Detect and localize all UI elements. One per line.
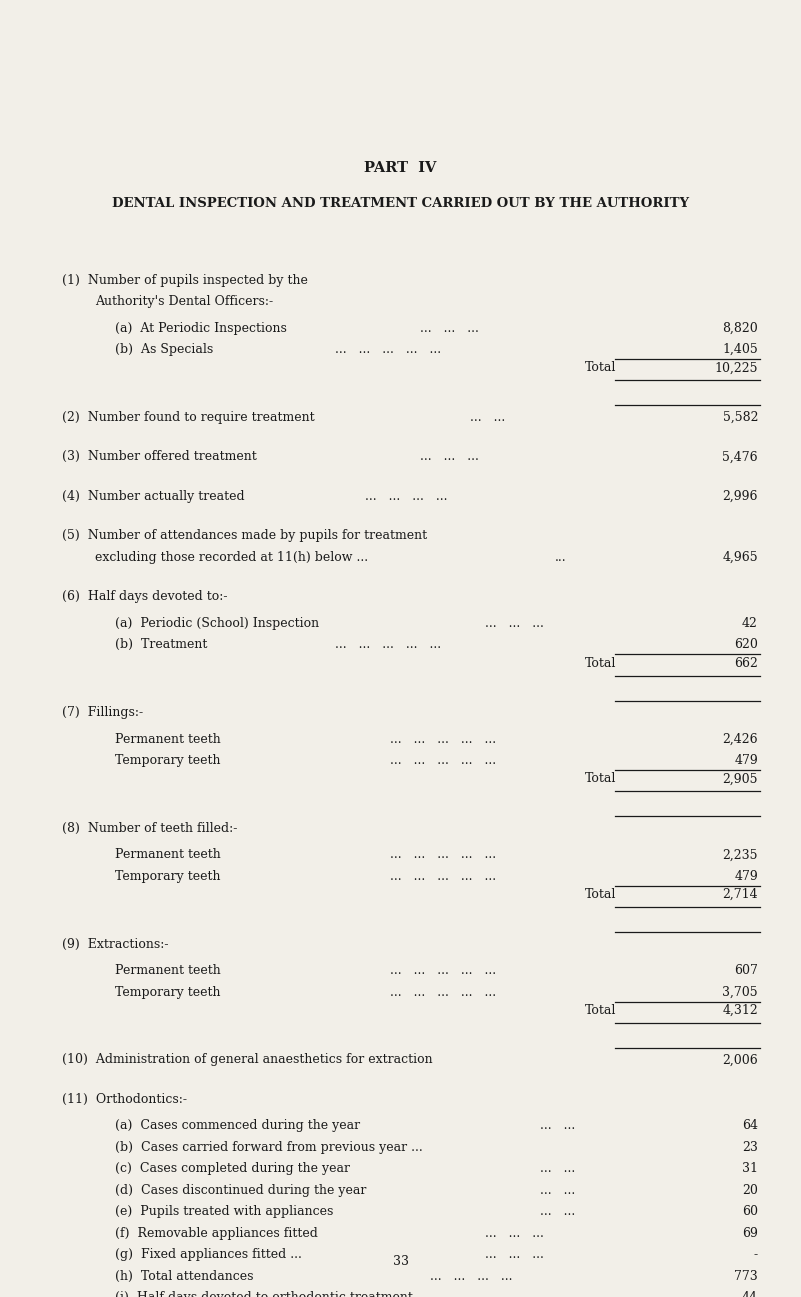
Text: 69: 69 xyxy=(742,1227,758,1240)
Text: 2,996: 2,996 xyxy=(723,490,758,503)
Text: 479: 479 xyxy=(735,870,758,883)
Text: ...   ...   ...   ...: ... ... ... ... xyxy=(365,490,448,503)
Text: (h)  Total attendances: (h) Total attendances xyxy=(115,1270,253,1283)
Text: ...   ...   ...   ...   ...: ... ... ... ... ... xyxy=(390,733,496,746)
Text: 2,426: 2,426 xyxy=(723,733,758,746)
Text: Authority's Dental Officers:-: Authority's Dental Officers:- xyxy=(95,294,273,307)
Text: 2,905: 2,905 xyxy=(723,772,758,785)
Text: (1)  Number of pupils inspected by the: (1) Number of pupils inspected by the xyxy=(62,274,308,287)
Text: Total: Total xyxy=(585,1004,617,1017)
Text: Permanent teeth: Permanent teeth xyxy=(115,733,221,746)
Text: (7)  Fillings:-: (7) Fillings:- xyxy=(62,706,143,719)
Text: (5)  Number of attendances made by pupils for treatment: (5) Number of attendances made by pupils… xyxy=(62,529,427,542)
Text: Total: Total xyxy=(585,772,617,785)
Text: Temporary teeth: Temporary teeth xyxy=(115,870,220,883)
Text: Permanent teeth: Permanent teeth xyxy=(115,848,221,861)
Text: 479: 479 xyxy=(735,754,758,767)
Text: (d)  Cases discontinued during the year: (d) Cases discontinued during the year xyxy=(115,1184,366,1197)
Text: 4,312: 4,312 xyxy=(723,1004,758,1017)
Text: (8)  Number of teeth filled:-: (8) Number of teeth filled:- xyxy=(62,822,237,835)
Text: (b)  Cases carried forward from previous year ...: (b) Cases carried forward from previous … xyxy=(115,1141,423,1154)
Text: 60: 60 xyxy=(742,1205,758,1218)
Text: (11)  Orthodontics:-: (11) Orthodontics:- xyxy=(62,1093,187,1106)
Text: ...   ...: ... ... xyxy=(540,1205,575,1218)
Text: ...   ...   ...   ...   ...: ... ... ... ... ... xyxy=(390,964,496,977)
Text: ...   ...   ...: ... ... ... xyxy=(485,1227,544,1240)
Text: ...   ...   ...   ...   ...: ... ... ... ... ... xyxy=(390,754,496,767)
Text: (g)  Fixed appliances fitted ...: (g) Fixed appliances fitted ... xyxy=(115,1249,302,1262)
Text: 3,705: 3,705 xyxy=(723,986,758,999)
Text: Temporary teeth: Temporary teeth xyxy=(115,754,220,767)
Text: ...   ...   ...   ...   ...: ... ... ... ... ... xyxy=(335,342,441,355)
Text: 8,820: 8,820 xyxy=(723,322,758,335)
Text: 620: 620 xyxy=(735,638,758,651)
Text: 2,235: 2,235 xyxy=(723,848,758,861)
Text: -: - xyxy=(754,1249,758,1262)
Text: 662: 662 xyxy=(735,656,758,669)
Text: (3)  Number offered treatment: (3) Number offered treatment xyxy=(62,450,257,463)
Text: ...   ...   ...   ...   ...: ... ... ... ... ... xyxy=(390,986,496,999)
Text: ...   ...: ... ... xyxy=(540,1162,575,1175)
Text: 23: 23 xyxy=(742,1141,758,1154)
Text: Total: Total xyxy=(585,362,617,375)
Text: 42: 42 xyxy=(742,617,758,630)
Text: Total: Total xyxy=(585,656,617,669)
Text: 31: 31 xyxy=(742,1162,758,1175)
Text: PART  IV: PART IV xyxy=(364,161,437,175)
Text: (b)  As Specials: (b) As Specials xyxy=(115,342,213,355)
Text: ...   ...   ...: ... ... ... xyxy=(420,322,479,335)
Text: (i)  Half days devoted to orthodontic treatment ...: (i) Half days devoted to orthodontic tre… xyxy=(115,1292,429,1297)
Text: (e)  Pupils treated with appliances: (e) Pupils treated with appliances xyxy=(115,1205,333,1218)
Text: (10)  Administration of general anaesthetics for extraction: (10) Administration of general anaesthet… xyxy=(62,1053,433,1066)
Text: ...   ...   ...: ... ... ... xyxy=(485,1249,544,1262)
Text: ...   ...   ...   ...   ...: ... ... ... ... ... xyxy=(390,848,496,861)
Text: (4)  Number actually treated: (4) Number actually treated xyxy=(62,490,244,503)
Text: Permanent teeth: Permanent teeth xyxy=(115,964,221,977)
Text: 1,405: 1,405 xyxy=(723,342,758,355)
Text: (9)  Extractions:-: (9) Extractions:- xyxy=(62,938,168,951)
Text: (b)  Treatment: (b) Treatment xyxy=(115,638,207,651)
Text: 5,476: 5,476 xyxy=(723,450,758,463)
Text: ...   ...: ... ... xyxy=(540,1119,575,1132)
Text: ...: ... xyxy=(555,551,566,564)
Text: (6)  Half days devoted to:-: (6) Half days devoted to:- xyxy=(62,590,227,603)
Text: ...   ...   ...   ...: ... ... ... ... xyxy=(430,1270,513,1283)
Text: 5,582: 5,582 xyxy=(723,411,758,424)
Text: DENTAL INSPECTION AND TREATMENT CARRIED OUT BY THE AUTHORITY: DENTAL INSPECTION AND TREATMENT CARRIED … xyxy=(112,197,689,210)
Text: (a)  At Periodic Inspections: (a) At Periodic Inspections xyxy=(115,322,287,335)
Text: 44: 44 xyxy=(742,1292,758,1297)
Text: ...   ...   ...   ...   ...: ... ... ... ... ... xyxy=(390,870,496,883)
Text: 33: 33 xyxy=(392,1255,409,1268)
Text: 4,965: 4,965 xyxy=(723,551,758,564)
Text: 64: 64 xyxy=(742,1119,758,1132)
Text: 2,006: 2,006 xyxy=(723,1053,758,1066)
Text: ...   ...   ...   ...   ...: ... ... ... ... ... xyxy=(335,638,441,651)
Text: 20: 20 xyxy=(742,1184,758,1197)
Text: (a)  Periodic (School) Inspection: (a) Periodic (School) Inspection xyxy=(115,617,319,630)
Text: (f)  Removable appliances fitted: (f) Removable appliances fitted xyxy=(115,1227,318,1240)
Text: 607: 607 xyxy=(735,964,758,977)
Text: 2,714: 2,714 xyxy=(723,888,758,901)
Text: (a)  Cases commenced during the year: (a) Cases commenced during the year xyxy=(115,1119,360,1132)
Text: 773: 773 xyxy=(735,1270,758,1283)
Text: ...   ...: ... ... xyxy=(470,411,505,424)
Text: ...   ...   ...: ... ... ... xyxy=(485,617,544,630)
Text: 10,225: 10,225 xyxy=(714,362,758,375)
Text: Temporary teeth: Temporary teeth xyxy=(115,986,220,999)
Text: (2)  Number found to require treatment: (2) Number found to require treatment xyxy=(62,411,315,424)
Text: excluding those recorded at 11(h) below ...: excluding those recorded at 11(h) below … xyxy=(95,551,368,564)
Text: ...   ...: ... ... xyxy=(540,1184,575,1197)
Text: (c)  Cases completed during the year: (c) Cases completed during the year xyxy=(115,1162,350,1175)
Text: Total: Total xyxy=(585,888,617,901)
Text: ...   ...   ...: ... ... ... xyxy=(420,450,479,463)
